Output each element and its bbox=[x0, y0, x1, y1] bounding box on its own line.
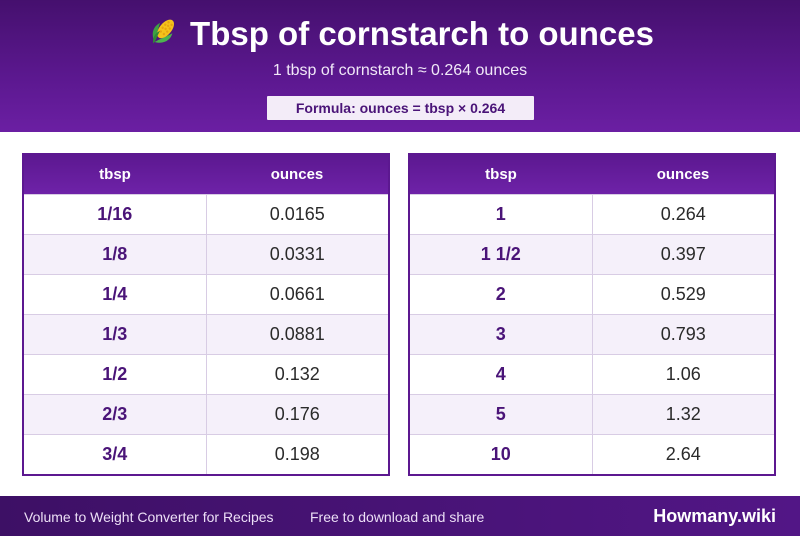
tbsp-cell: 5 bbox=[409, 394, 593, 435]
brand-logo-text[interactable]: Howmany.wiki bbox=[653, 506, 776, 526]
table-row: 3 0.793 bbox=[409, 314, 775, 355]
table-row: 1 0.264 bbox=[409, 194, 775, 235]
tbsp-cell: 2/3 bbox=[23, 394, 207, 435]
column-header-ounces: ounces bbox=[206, 154, 389, 195]
ounces-cell: 0.0331 bbox=[206, 234, 389, 275]
table-header-row: tbsp ounces bbox=[409, 154, 775, 195]
table-row: 10 2.64 bbox=[409, 434, 775, 475]
tbsp-cell: 3 bbox=[409, 314, 593, 355]
footer-bar: Volume to Weight Converter for Recipes F… bbox=[0, 496, 800, 536]
table-row: 1/8 0.0331 bbox=[23, 234, 389, 275]
column-header-tbsp: tbsp bbox=[409, 154, 592, 195]
column-header-ounces: ounces bbox=[592, 154, 775, 195]
tbsp-cell: 4 bbox=[409, 354, 593, 395]
ounces-cell: 2.64 bbox=[592, 434, 775, 475]
corn-icon bbox=[146, 15, 180, 60]
tbsp-cell: 3/4 bbox=[23, 434, 207, 475]
tbsp-cell: 10 bbox=[409, 434, 593, 475]
table-row: 1/2 0.132 bbox=[23, 354, 389, 395]
table-row: 1/16 0.0165 bbox=[23, 194, 389, 235]
ounces-cell: 0.793 bbox=[592, 314, 775, 355]
header-banner: Tbsp of cornstarch to ounces 1 tbsp of c… bbox=[0, 0, 800, 132]
page-title-text: Tbsp of cornstarch to ounces bbox=[190, 15, 654, 52]
page-subtitle: 1 tbsp of cornstarch ≈ 0.264 ounces bbox=[272, 62, 528, 79]
conversion-table-right: tbsp ounces 1 0.264 1 1/2 0.397 2 0.529 3 0.… bbox=[408, 153, 776, 476]
ounces-cell: 0.0661 bbox=[206, 274, 389, 315]
page-title: Tbsp of cornstarch to ounces bbox=[0, 12, 800, 60]
ounces-cell: 0.0881 bbox=[206, 314, 389, 355]
table-row: 3/4 0.198 bbox=[23, 434, 389, 475]
table-header-row: tbsp ounces bbox=[23, 154, 389, 195]
footer-converter-label: Volume to Weight Converter for Recipes bbox=[24, 509, 274, 525]
column-header-tbsp: tbsp bbox=[23, 154, 206, 195]
tbsp-cell: 1/16 bbox=[23, 194, 207, 235]
table-row: 4 1.06 bbox=[409, 354, 775, 395]
ounces-cell: 0.132 bbox=[206, 354, 389, 395]
conversion-table-left: tbsp ounces 1/16 0.0165 1/8 0.0331 1/4 0.06… bbox=[22, 153, 390, 476]
table-row: 1 1/2 0.397 bbox=[409, 234, 775, 275]
tbsp-cell: 1/3 bbox=[23, 314, 207, 355]
ounces-cell: 0.397 bbox=[592, 234, 775, 275]
table-row: 1/4 0.0661 bbox=[23, 274, 389, 315]
tbsp-cell: 1 bbox=[409, 194, 593, 235]
formula-badge: Formula: ounces = tbsp × 0.264 bbox=[267, 96, 534, 120]
table-row: 1/3 0.0881 bbox=[23, 314, 389, 355]
tbsp-cell: 2 bbox=[409, 274, 593, 315]
ounces-cell: 0.529 bbox=[592, 274, 775, 315]
table-row: 5 1.32 bbox=[409, 394, 775, 435]
tbsp-cell: 1 1/2 bbox=[409, 234, 593, 275]
table-row: 2/3 0.176 bbox=[23, 394, 389, 435]
footer-share-label: Free to download and share bbox=[310, 509, 485, 525]
ounces-cell: 0.0165 bbox=[206, 194, 389, 235]
table-row: 2 0.529 bbox=[409, 274, 775, 315]
tbsp-cell: 1/2 bbox=[23, 354, 207, 395]
ounces-cell: 0.176 bbox=[206, 394, 389, 435]
ounces-cell: 0.264 bbox=[592, 194, 775, 235]
ounces-cell: 0.198 bbox=[206, 434, 389, 475]
ounces-cell: 1.06 bbox=[592, 354, 775, 395]
tbsp-cell: 1/8 bbox=[23, 234, 207, 275]
ounces-cell: 1.32 bbox=[592, 394, 775, 435]
tbsp-cell: 1/4 bbox=[23, 274, 207, 315]
